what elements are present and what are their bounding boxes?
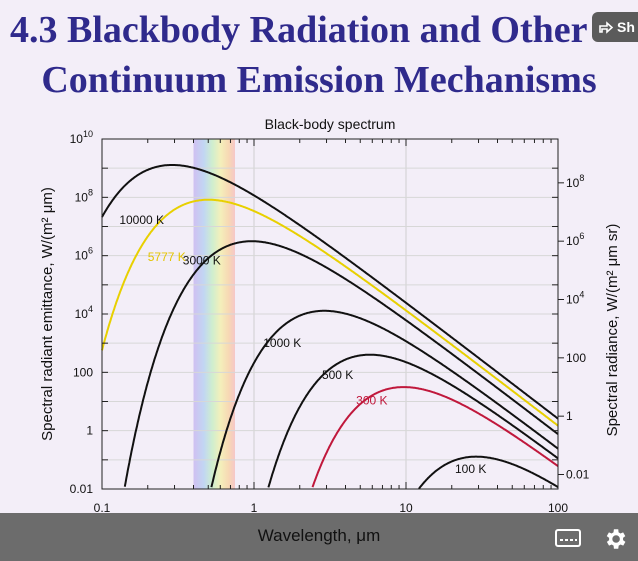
y-tick-label-left: 1 [86, 424, 93, 438]
captions-button[interactable] [554, 528, 582, 548]
x-tick-label: 0.1 [94, 501, 111, 515]
y-tick-label-left: 1010 [70, 129, 93, 146]
y-tick-label-left: 106 [75, 246, 93, 263]
curve-label-500k: 500 K [322, 368, 353, 382]
chart-title: Black-body spectrum [265, 116, 396, 132]
x-tick-label: 1 [251, 501, 258, 515]
share-button[interactable]: Sh [592, 12, 638, 42]
x-axis-label: Wavelength, μm [257, 526, 381, 545]
grid [102, 139, 558, 489]
y-tick-label-right: 108 [566, 173, 584, 190]
ticks: 0.1 1 10 100 0.01 1 100 104 106 108 1010 0.01 1 100 10… [70, 129, 590, 515]
share-icon [599, 21, 614, 34]
captions-icon [555, 529, 581, 547]
y-tick-label-right: 1 [566, 409, 573, 423]
curve-label-5777k: 5777 K [148, 250, 186, 264]
y-axis-label-right: Spectral radiance, W/(m² μm sr) [604, 224, 621, 437]
curve-label-1000k: 1000 K [263, 336, 301, 350]
y-axis-label-left: Spectral radiant emittance, W/(m² μm) [39, 187, 56, 441]
curve-500k [267, 353, 559, 488]
y-tick-label-left: 100 [73, 365, 93, 379]
y-tick-label-left: 108 [75, 187, 93, 204]
share-label: Sh [617, 19, 635, 35]
curve-100k [418, 455, 559, 490]
curve-3000k [123, 240, 559, 487]
slide-title-line1: 4.3 Blackbody Radiation and Other [10, 9, 588, 51]
curve-label-300k: 300 K [356, 393, 387, 407]
x-tick-label: 10 [399, 501, 413, 515]
x-tick-label: 100 [548, 501, 568, 515]
y-tick-label-left: 0.01 [70, 482, 94, 496]
y-tick-label-right: 104 [566, 289, 584, 306]
slide-title-line2: Continuum Emission Mechanisms [41, 59, 597, 101]
y-tick-label-right: 0.01 [566, 467, 590, 481]
y-tick-label-left: 104 [75, 304, 93, 321]
gear-icon [606, 529, 626, 549]
y-tick-label-right: 100 [566, 351, 586, 365]
player-control-bar [0, 513, 638, 561]
curve-label-10000k: 10000 K [119, 213, 164, 227]
curve-5777k [101, 198, 559, 427]
settings-button[interactable] [602, 526, 628, 552]
curve-1000k [210, 309, 559, 488]
curves [101, 164, 559, 490]
y-tick-label-right: 106 [566, 231, 584, 248]
curve-label-3000k: 3000 K [183, 253, 221, 267]
curve-10000k [101, 164, 559, 420]
curve-300k [311, 386, 559, 488]
curve-label-100k: 100 K [455, 462, 486, 476]
